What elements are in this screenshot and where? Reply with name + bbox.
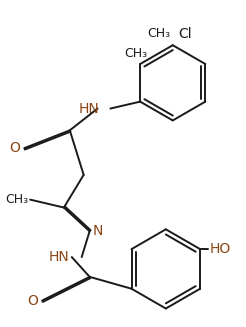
Text: CH₃: CH₃ bbox=[125, 47, 148, 60]
Text: CH₃: CH₃ bbox=[147, 27, 170, 40]
Text: CH₃: CH₃ bbox=[5, 193, 28, 206]
Text: N: N bbox=[92, 224, 103, 238]
Text: O: O bbox=[9, 141, 20, 155]
Text: HN: HN bbox=[49, 250, 70, 264]
Text: HN: HN bbox=[79, 102, 99, 115]
Text: O: O bbox=[27, 294, 38, 308]
Text: Cl: Cl bbox=[179, 27, 192, 41]
Text: HO: HO bbox=[210, 242, 231, 256]
